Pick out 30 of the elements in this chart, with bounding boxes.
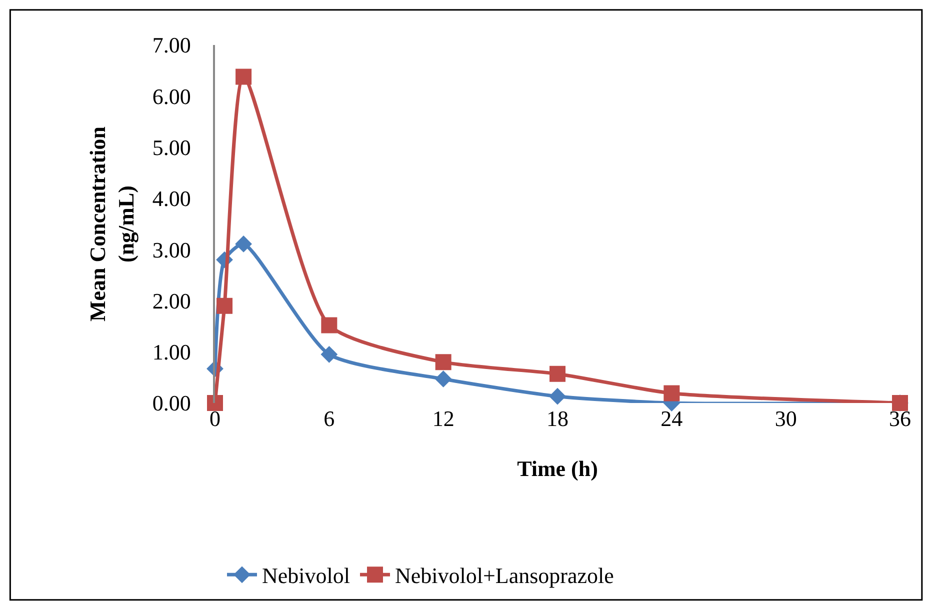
point — [236, 68, 252, 85]
point — [664, 385, 680, 402]
legend-label: Nebivolol+Lansoprazole — [395, 563, 614, 588]
point — [235, 236, 252, 252]
point — [435, 354, 452, 370]
point — [216, 298, 233, 314]
point — [207, 395, 223, 411]
x-tick-label: 18 — [546, 406, 568, 431]
y-tick-label: 1.00 — [152, 340, 191, 365]
y-tick-label: 6.00 — [152, 84, 191, 109]
y-tick-label: 5.00 — [152, 134, 191, 160]
y-tick-label: 4.00 — [152, 186, 191, 212]
y-axis-title: Mean Concentration (ng/mL) — [85, 126, 139, 322]
y-tick-label: 7.00 — [152, 32, 191, 58]
x-tick-label: 30 — [774, 406, 797, 431]
x-tick-label: 12 — [432, 406, 454, 431]
point — [321, 317, 338, 334]
x-tick-label: 0 — [210, 406, 220, 431]
y-tick-label: 2.00 — [152, 288, 191, 314]
x-tick-label: 24 — [660, 406, 683, 431]
x-axis-title: Time (h) — [517, 456, 598, 481]
point — [320, 346, 338, 363]
x-tick-label: 6 — [324, 406, 335, 431]
point — [549, 388, 566, 405]
point — [434, 370, 452, 388]
y-tick-label: 0.00 — [152, 390, 191, 416]
y-tick-label: 3.00 — [152, 237, 191, 262]
legend-label: Nebivolol — [262, 563, 350, 588]
point — [550, 366, 566, 382]
x-tick-label: 36 — [889, 406, 911, 431]
